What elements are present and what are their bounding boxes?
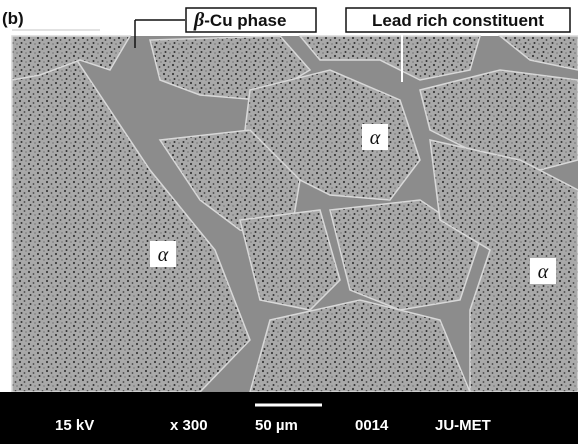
beta-text: -Cu phase xyxy=(204,11,286,30)
magnification: x 300 xyxy=(170,417,208,434)
figure: (b) β-Cu phase Lead rich constituent α α… xyxy=(0,0,578,444)
beta-symbol: β xyxy=(193,9,205,31)
alpha-label: α xyxy=(158,244,169,266)
scale-label: 50 µm xyxy=(255,417,298,434)
lab-name: JU-MET xyxy=(435,417,491,434)
micrograph xyxy=(12,30,578,392)
image-number: 0014 xyxy=(355,417,389,434)
beta-label: β-Cu phase xyxy=(193,9,286,31)
alpha-label: α xyxy=(538,261,549,283)
voltage: 15 kV xyxy=(55,417,94,434)
lead-label: Lead rich constituent xyxy=(372,11,544,30)
panel-label: (b) xyxy=(2,9,24,28)
alpha-label: α xyxy=(370,127,381,149)
